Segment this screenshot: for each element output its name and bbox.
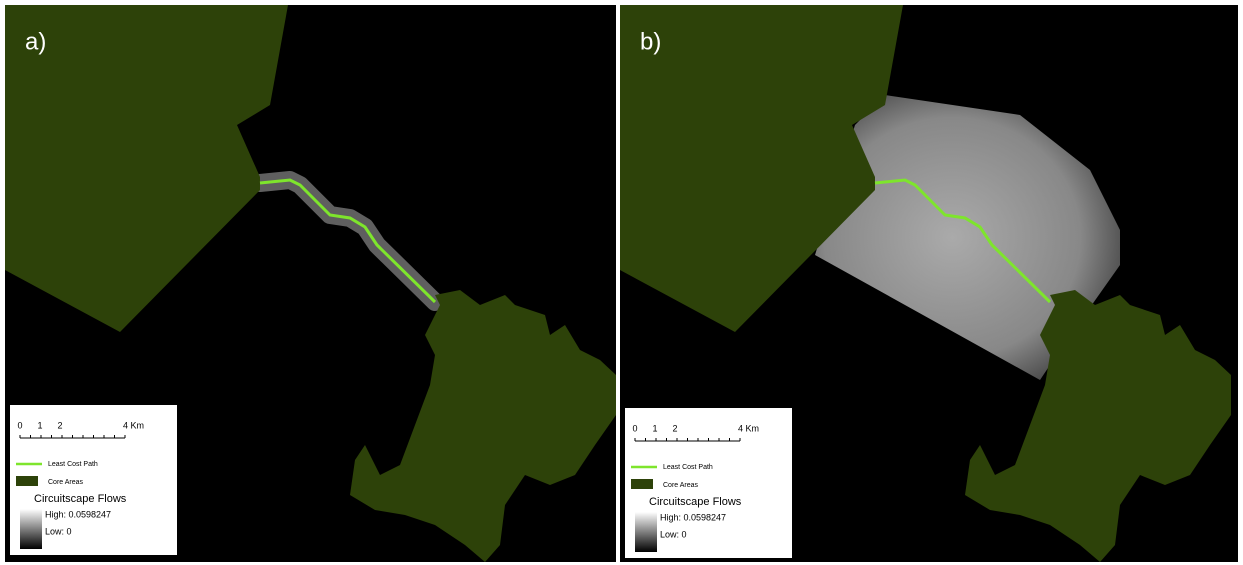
scale-label: 0 — [17, 420, 22, 430]
legend-gradient — [20, 509, 42, 549]
legend-item: Least Cost Path — [48, 461, 98, 468]
legend-high: High: 0.0598247 — [660, 512, 726, 522]
legend-low: Low: 0 — [45, 526, 72, 536]
legend-core-swatch — [631, 479, 653, 489]
legend-high: High: 0.0598247 — [45, 509, 111, 519]
scale-label: 2 — [672, 423, 677, 433]
scale-label: 4 Km — [738, 423, 759, 433]
legend: 0 1 2 4 Km Least Cost Path Core Areas Circuits… — [10, 405, 177, 555]
scale-label: 1 — [37, 420, 42, 430]
panel-label: a) — [25, 28, 46, 55]
scale-label: 4 Km — [123, 420, 144, 430]
scale-label: 1 — [652, 423, 657, 433]
legend-flow-title: Circuitscape Flows — [34, 493, 127, 505]
scale-label: 2 — [57, 420, 62, 430]
map-panel: a) 0 1 2 4 Km Least Cost Path Core Areas Circui… — [5, 5, 616, 562]
legend-item: Core Areas — [663, 482, 699, 489]
map-panel: b) 0 1 2 4 Km Least Cost Path Core Areas Circui… — [620, 5, 1238, 562]
legend-item: Core Areas — [48, 479, 84, 486]
legend-flow-title: Circuitscape Flows — [649, 496, 742, 508]
figure: a) 0 1 2 4 Km Least Cost Path Core Areas Circui… — [0, 0, 1243, 565]
panel-label: b) — [640, 28, 661, 55]
scale-label: 0 — [632, 423, 637, 433]
legend-gradient — [635, 512, 657, 552]
legend-core-swatch — [16, 476, 38, 486]
legend-low: Low: 0 — [660, 529, 687, 539]
legend: 0 1 2 4 Km Least Cost Path Core Areas Circuits… — [625, 408, 792, 558]
legend-item: Least Cost Path — [663, 464, 713, 471]
